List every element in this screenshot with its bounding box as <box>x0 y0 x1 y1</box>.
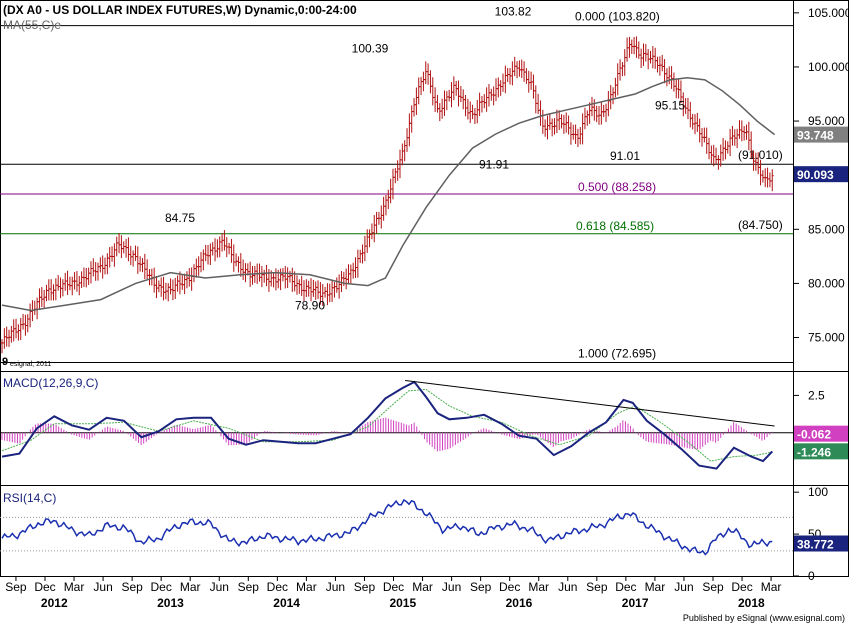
price-ytick-label: 75.000 <box>808 331 845 345</box>
month-label: Sep <box>238 580 260 594</box>
price-bar <box>770 169 774 192</box>
price-tag-bg <box>794 126 848 143</box>
price-annotation: 91.91 <box>479 158 509 172</box>
month-label: Dec <box>267 580 288 594</box>
price-ytick-label: 95.000 <box>808 114 845 128</box>
price-ytick-label: 85.000 <box>808 222 845 236</box>
month-label: Dec <box>150 580 171 594</box>
year-label: 2016 <box>506 596 533 610</box>
year-label: 2013 <box>157 596 184 610</box>
rsi-line <box>1 498 773 556</box>
price-ytick-label: 100.000 <box>808 60 849 74</box>
month-label: Mar <box>296 580 317 594</box>
ma-line <box>1 77 776 312</box>
month-label: Sep <box>354 580 376 594</box>
macd-trendline <box>405 379 775 427</box>
price-panel: 75.00080.00085.00090.00095.000100.000105… <box>0 5 849 363</box>
price-tag: 93.748 <box>797 129 834 143</box>
month-label: Jun <box>210 580 229 594</box>
level-label: 0.618 (84.585) <box>576 219 654 233</box>
price-annotation: 95.15 <box>655 98 685 112</box>
year-label: 2014 <box>273 596 300 610</box>
price-annotation: 91.01 <box>610 149 640 163</box>
chart-title: (DX A0 - US DOLLAR INDEX FUTURES,W) Dyna… <box>3 3 357 17</box>
month-label: Sep <box>702 580 724 594</box>
macd-tag: -0.062 <box>797 428 831 442</box>
price-annotation: 84.75 <box>165 211 195 225</box>
year-label: 2015 <box>389 596 416 610</box>
month-label: Dec <box>499 580 520 594</box>
month-label: Jun <box>326 580 345 594</box>
year-label: 2017 <box>622 596 649 610</box>
macd-tag-bg <box>794 443 848 460</box>
rsi-tag-bg <box>794 535 848 552</box>
macd-line <box>1 380 774 470</box>
month-label: Mar <box>412 580 433 594</box>
price-ytick-label: 80.000 <box>808 276 845 290</box>
ma-legend-label: MA(55,C)e <box>3 18 61 32</box>
macd-ytick-label: 2.5 <box>808 388 825 402</box>
month-label: Jun <box>558 580 577 594</box>
month-label: Jun <box>93 580 112 594</box>
month-label: Mar <box>761 580 782 594</box>
month-label: Mar <box>180 580 201 594</box>
rsi-ytick-label: 0 <box>808 569 815 583</box>
level-label: (84.750) <box>738 218 783 232</box>
macd-panel: 2.5 -0.062 -1.246 <box>0 379 848 470</box>
month-label: Mar <box>528 580 549 594</box>
month-label: Dec <box>731 580 752 594</box>
rsi-ytick-label: 100 <box>808 485 828 499</box>
price-annotation: 100.39 <box>352 42 389 56</box>
rsi-legend-label: RSI(14,C) <box>3 491 56 505</box>
month-label: Sep <box>586 580 608 594</box>
level-label: 0.500 (88.258) <box>578 180 656 194</box>
macd-tag-bg <box>794 425 848 442</box>
month-label: Sep <box>121 580 143 594</box>
watermark: esignal, 2011 <box>10 361 51 368</box>
price-tag-bg <box>794 166 848 183</box>
time-axis: Sep Dec Mar Jun Sep Dec Mar Jun Sep Dec Mar Jun Sep D… <box>5 577 781 610</box>
footer-credit: Published by eSignal (www.esignal.com) <box>683 613 845 623</box>
month-label: Sep <box>470 580 492 594</box>
month-label: Dec <box>34 580 55 594</box>
price-tag: 90.093 <box>797 168 834 182</box>
macd-tag: -1.246 <box>797 445 831 459</box>
level-label: 0.000 (103.820) <box>575 10 660 24</box>
price-ytick-label: 105.000 <box>808 6 849 20</box>
month-label: Mar <box>645 580 666 594</box>
year-label: 2018 <box>738 596 765 610</box>
price-annotation: 78.90 <box>295 298 325 312</box>
rsi-tag: 38.772 <box>797 538 834 552</box>
watermark-mark: 9 <box>2 356 8 368</box>
month-label: Dec <box>615 580 636 594</box>
level-label: 1.000 (72.695) <box>578 346 656 360</box>
month-label: Jun <box>674 580 693 594</box>
year-label: 2012 <box>41 596 68 610</box>
price-annotation: 103.82 <box>495 5 532 19</box>
month-label: Dec <box>383 580 404 594</box>
month-label: Mar <box>64 580 85 594</box>
month-label: Jun <box>442 580 461 594</box>
month-label: Sep <box>5 580 27 594</box>
macd-signal-line <box>1 388 773 462</box>
macd-legend-label: MACD(12,26,9,C) <box>3 376 98 390</box>
level-label: (91.010) <box>738 148 783 162</box>
